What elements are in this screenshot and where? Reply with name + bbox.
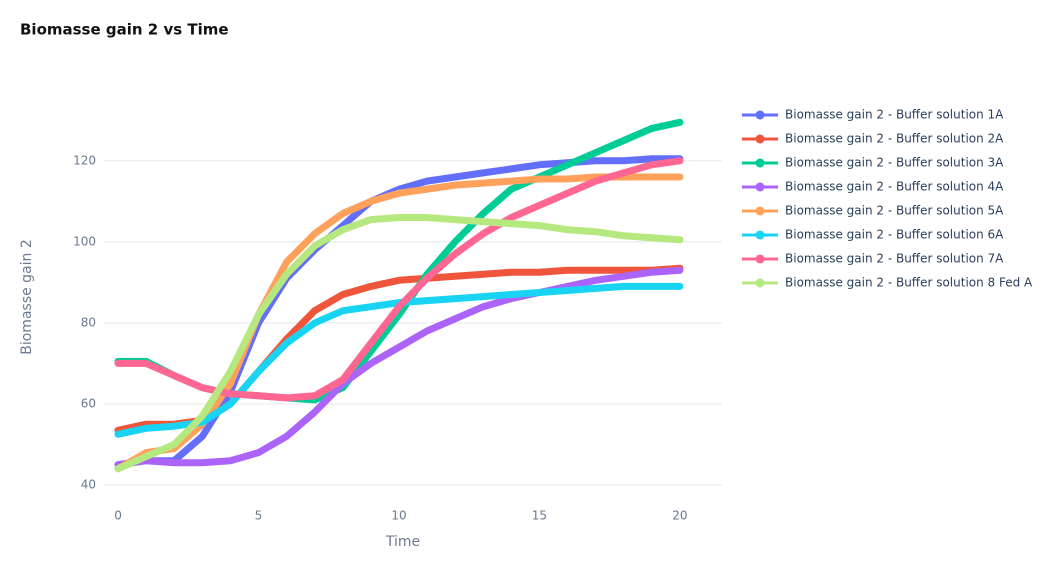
legend-label: Biomasse gain 2 - Buffer solution 8 Fed … [785,276,1033,290]
x-axis-label: Time [385,534,420,550]
legend-marker [755,230,765,240]
legend-label: Biomasse gain 2 - Buffer solution 4A [785,180,1004,194]
x-tick-label: 0 [114,509,122,523]
y-tick-label: 40 [81,478,96,492]
series-line [114,214,684,473]
y-tick-label: 60 [81,396,96,410]
chart-title: Biomasse gain 2 vs Time [20,21,229,39]
legend-label: Biomasse gain 2 - Buffer solution 3A [785,156,1004,170]
legend-marker [755,158,765,168]
legend-marker [755,206,765,216]
series-line [114,155,684,469]
legend-label: Biomasse gain 2 - Buffer solution 1A [785,108,1004,122]
legend-marker [755,134,765,144]
legend-marker [755,182,765,192]
legend-label: Biomasse gain 2 - Buffer solution 7A [785,252,1004,266]
y-tick-label: 100 [73,234,96,248]
series-line [114,173,684,473]
x-tick-label: 20 [672,509,687,523]
x-tick-label: 5 [255,509,263,523]
legend-label: Biomasse gain 2 - Buffer solution 5A [785,204,1004,218]
legend-label: Biomasse gain 2 - Buffer solution 2A [785,132,1004,146]
series-line [114,157,684,402]
y-tick-label: 80 [81,315,96,329]
legend-label: Biomasse gain 2 - Buffer solution 6A [785,228,1004,242]
legend-marker [755,254,765,264]
legend-marker [755,110,765,120]
y-tick-label: 120 [73,153,96,167]
series-line [114,266,684,469]
x-tick-label: 10 [391,509,406,523]
y-axis-label: Biomasse gain 2 [19,239,35,355]
legend-marker [755,278,765,288]
x-tick-label: 15 [532,509,547,523]
